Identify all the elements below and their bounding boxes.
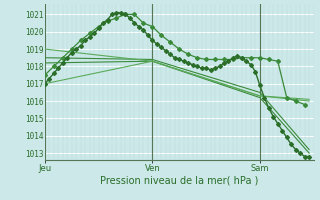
X-axis label: Pression niveau de la mer( hPa ): Pression niveau de la mer( hPa ) bbox=[100, 176, 258, 186]
